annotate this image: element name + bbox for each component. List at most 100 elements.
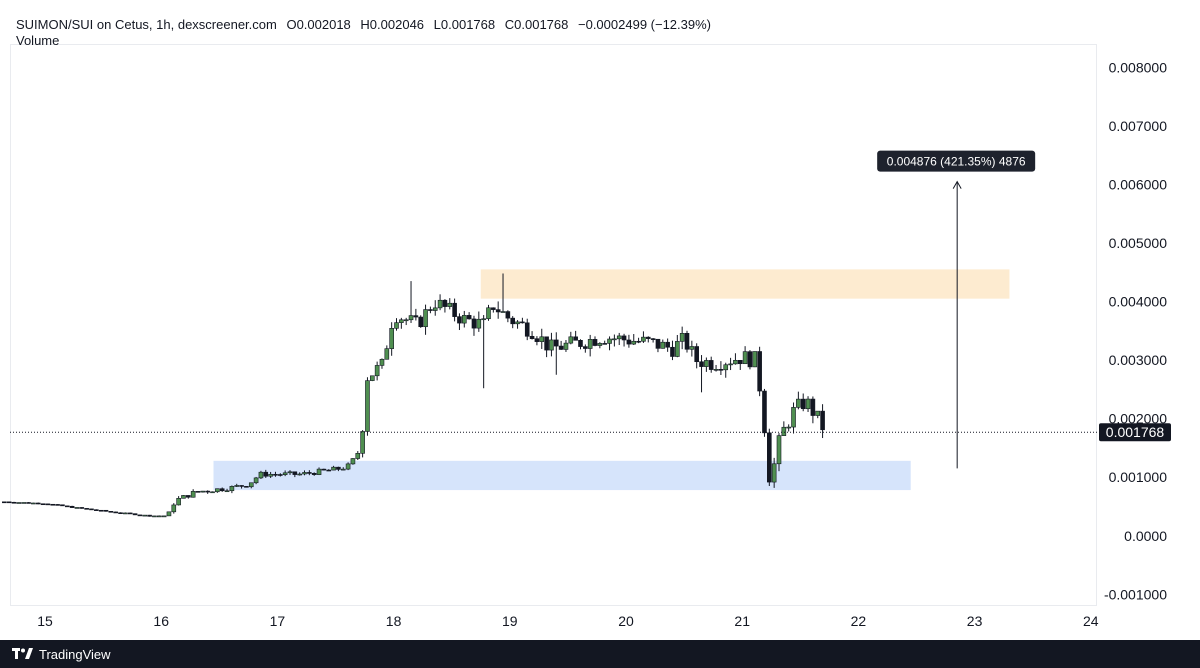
candle-body [379,358,385,366]
candle-body [326,469,332,472]
y-tick-label: 0.003000 [1109,352,1168,368]
candle-body [670,346,675,357]
candle-body [142,514,148,517]
chart-header: SUIMON/SUI on Cetus, 1h, dexscreener.com… [16,17,717,33]
candle-body [757,351,762,392]
candle-body [350,458,356,465]
candle-body [248,482,254,488]
candle-body [50,503,56,506]
candle-body [704,360,709,367]
candle-body [423,309,428,328]
candlestick-chart[interactable]: 0.001768 0.004876 (421.35%) 4876 0.008000… [0,0,1200,640]
candle-body [800,398,806,410]
candle-body [675,341,680,357]
candle-body [539,336,545,342]
y-axis[interactable]: 0.008000 0.007000 0.006000 0.005000 0.004000… [1104,59,1167,602]
candle-body [2,501,7,504]
candle-body [6,501,12,504]
candle-body [578,340,583,347]
candle-body [592,339,598,346]
candle-body [810,398,816,416]
candle-body [524,322,530,337]
candle-body [432,307,438,311]
candle-body [815,410,821,416]
candle-body [369,375,375,381]
candle-body [103,509,109,512]
demand-zone [213,460,911,491]
candle-body [55,504,60,506]
candle-body [94,509,99,511]
overlay-layer: 0.001768 0.004876 (421.35%) 4876 [10,150,1171,469]
candle-body [733,359,738,365]
candle-body [767,432,772,483]
candle-body [553,339,559,347]
candle-body [186,495,191,498]
candle-body [84,508,89,510]
candle-body [89,508,94,511]
candle-body [345,463,351,470]
candle-body [152,515,157,518]
candle-body [495,309,501,313]
candle-body [123,512,128,515]
candle-body [747,351,753,368]
candle-body [219,488,225,492]
candle-body [244,486,249,488]
y-tick-label: 0.008000 [1109,59,1168,75]
candle-body [796,398,801,408]
tradingview-label: TradingView [39,646,111,662]
candle-body [399,319,404,323]
candle-body [621,335,627,341]
candle-body [645,336,651,339]
candle-body [394,322,399,329]
symbol-title[interactable]: SUIMON/SUI on Cetus, 1h, dexscreener.com [16,17,277,32]
candle-body [171,504,177,513]
y-tick-label: 0.002000 [1109,411,1168,427]
candle-body [708,360,714,370]
candle-body [505,311,511,319]
y-tick-label: 0.0000 [1124,528,1167,544]
candle-body [413,315,419,318]
footer-bar: TradingView [0,640,1200,668]
candle-body [476,318,482,329]
candle-body [229,486,235,492]
ohlc-change: −0.0002499 (−12.39%) [578,17,711,32]
candle-body [35,502,41,505]
candle-body [457,316,462,324]
candle-body [161,515,167,518]
candle-body [137,514,143,517]
candle-body [205,490,210,493]
candle-body [64,505,70,508]
candle-body [132,513,138,516]
candle-body [403,319,409,322]
x-tick-label: 19 [502,613,518,629]
candle-body [597,343,603,346]
candle-body [190,491,196,498]
candle-body [607,338,612,344]
candle-body [655,338,661,349]
candle-body [253,477,259,484]
candle-body [234,485,240,487]
x-axis[interactable]: 15 16 17 18 19 20 21 22 23 24 [37,613,1099,629]
candle-body [481,318,486,321]
candle-body [752,351,758,368]
candle-body [466,315,472,320]
candle-body [26,502,31,504]
candle-body [176,498,181,506]
candle-body [631,340,637,345]
candle-body [418,316,424,328]
candle-body [200,490,206,493]
candle-body [365,380,370,432]
volume-label[interactable]: Volume [16,33,60,48]
candle-body [31,502,36,505]
chart-frame [10,44,1097,606]
candle-body [297,473,302,476]
tradingview-brand[interactable]: TradingView [12,647,111,662]
x-tick-label: 21 [734,613,750,629]
candle-body [641,336,646,342]
candle-body [360,431,365,454]
candle-body [210,491,215,494]
candle-body [491,307,496,310]
candle-body [723,364,729,371]
x-tick-label: 24 [1083,613,1099,629]
candle-body [384,348,390,360]
